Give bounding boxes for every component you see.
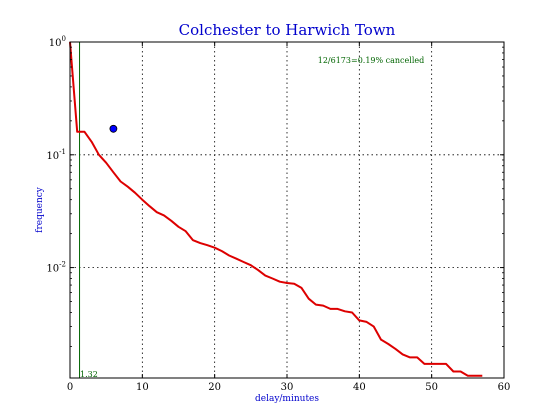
tick-marks [69, 41, 505, 378]
data-marker-point [109, 124, 118, 133]
y-tick-label: 10-2 [46, 261, 66, 275]
y-axis-label: frequency [35, 186, 45, 233]
grid-lines [70, 42, 504, 378]
y-tick-label: 10-1 [46, 148, 66, 162]
x-axis-label: delay/minutes [255, 394, 319, 404]
x-tick-label: 60 [498, 382, 511, 393]
cancellation-annotation: 12/6173=0.19% cancelled [318, 56, 424, 65]
x-tick-label: 10 [136, 382, 149, 393]
x-tick-label: 30 [281, 382, 294, 393]
x-tick-label: 40 [353, 382, 366, 393]
series-layer [69, 41, 483, 378]
x-tick-label: 0 [67, 382, 73, 393]
y-tick-label: 100 [49, 35, 66, 49]
x-tick-label: 50 [425, 382, 438, 393]
delay-frequency-line [69, 41, 483, 377]
vline-label: 1.32 [80, 370, 98, 379]
chart-title: Colchester to Harwich Town [179, 21, 396, 39]
x-tick-label: 20 [208, 382, 221, 393]
tick-labels: 0 10 20 30 40 50 60 100 10-1 10-2 [46, 35, 510, 393]
